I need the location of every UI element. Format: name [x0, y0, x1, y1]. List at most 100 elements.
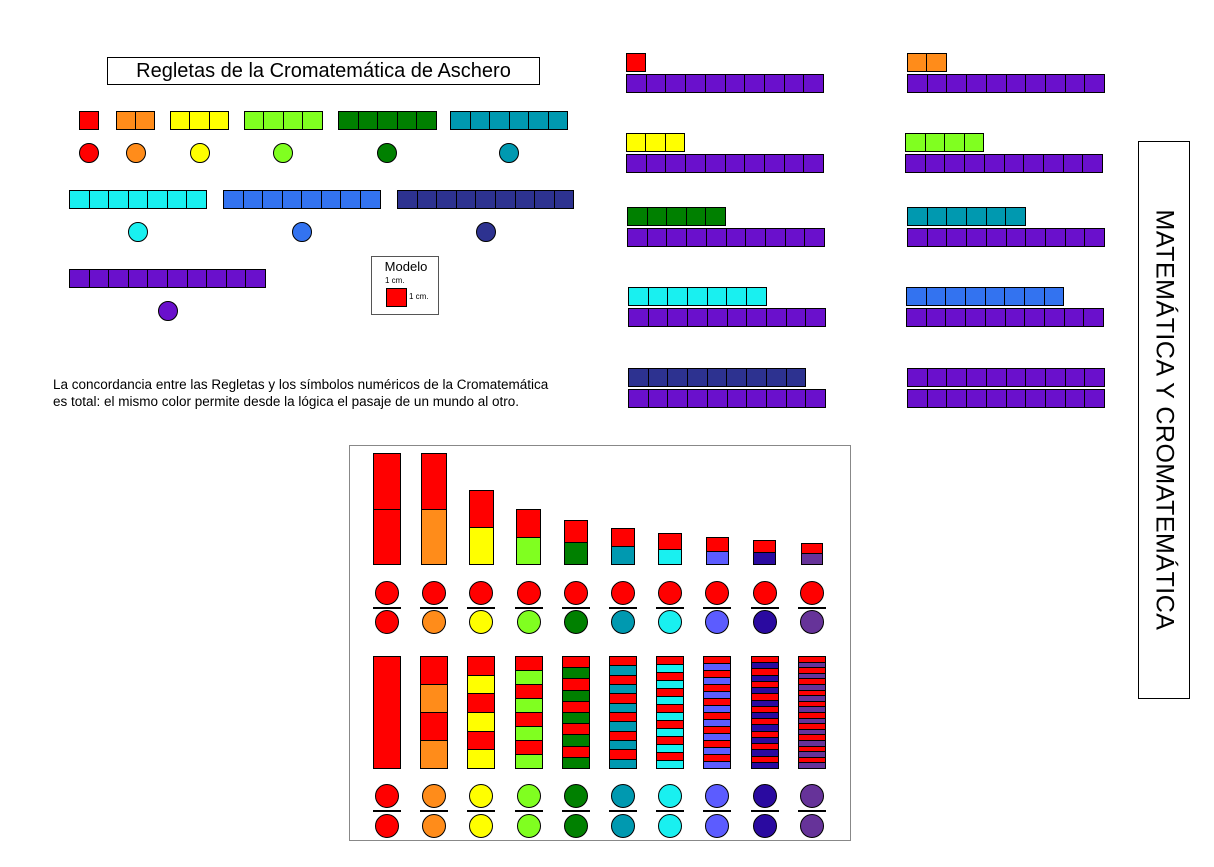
fraction-bar-line: [561, 607, 590, 609]
rod-unit: [495, 191, 516, 208]
rod-unit: [906, 155, 926, 172]
fraction-bar-line: [514, 810, 543, 812]
unit-fraction-bar-2: [421, 453, 447, 565]
rod-unit: [727, 288, 747, 305]
rod-unit: [668, 369, 689, 386]
rod-unit: [927, 54, 946, 71]
rod-unit: [187, 191, 206, 208]
fraction-bar-line: [420, 607, 449, 609]
rod-9: [397, 190, 575, 209]
fraction-numerator-4: [516, 581, 541, 605]
whole-fraction-bar-5: [561, 656, 590, 769]
bar-segment: [751, 762, 778, 768]
rod-unit: [668, 288, 688, 305]
rod-unit: [686, 208, 707, 225]
rod-unit: [1024, 155, 1044, 172]
bar-segment: [798, 763, 825, 768]
rod-unit: [171, 112, 191, 129]
rod-unit: [705, 75, 726, 92]
bar-segment: [798, 746, 825, 753]
rod-unit: [1006, 369, 1027, 386]
bar-segment: [798, 724, 825, 730]
bar-segment: [562, 701, 589, 714]
bar-segment: [374, 509, 400, 564]
rod-unit: [398, 191, 418, 208]
rod-unit: [985, 309, 1006, 326]
whole-fraction-bar-8: [703, 656, 732, 769]
rod-unit: [907, 288, 927, 305]
fraction-denominator-8: [705, 610, 730, 634]
rod-unit: [926, 309, 947, 326]
bar-segment: [610, 694, 636, 704]
rod-unit: [766, 390, 787, 407]
bar-segment: [657, 681, 684, 689]
rod-unit: [264, 112, 284, 129]
bar-segment: [515, 685, 542, 699]
rod-unit: [705, 155, 726, 172]
rod-unit: [535, 191, 555, 208]
whole-fraction-bar-6: [609, 656, 637, 769]
rod-unit: [746, 229, 766, 246]
fraction-bar-line: [467, 607, 496, 609]
rod-unit: [1085, 369, 1105, 386]
whole-numerator-10: [799, 784, 824, 808]
rod-unit: [339, 112, 359, 129]
fraction-denominator-7: [658, 610, 683, 634]
rod-unit: [648, 369, 669, 386]
rod-unit: [747, 309, 767, 326]
fraction-numerator-5: [563, 581, 588, 605]
rod-unit: [686, 155, 706, 172]
rod-10: [69, 269, 266, 288]
bar-segment: [751, 675, 778, 682]
fraction-bar-line: [467, 810, 496, 812]
fraction-numerator-2: [422, 581, 447, 605]
rod-unit: [627, 155, 647, 172]
bar-segment: [562, 735, 589, 747]
bar-segment: [610, 657, 636, 667]
bar-segment: [515, 713, 542, 727]
rod-unit: [946, 288, 967, 305]
description-line-1: La concordancia entre las Regletas y los…: [53, 377, 549, 392]
pair-rod-3: [626, 133, 686, 152]
fraction-numerator-9: [752, 581, 777, 605]
rod-unit: [967, 369, 987, 386]
bar-segment: [751, 700, 778, 707]
bar-segment: [517, 537, 540, 564]
rod-unit: [668, 390, 689, 407]
rod-unit: [766, 309, 787, 326]
whole-numerator-9: [752, 784, 777, 808]
bar-segment: [657, 689, 684, 697]
whole-denominator-6: [611, 814, 635, 838]
pair-rod-6: [907, 207, 1026, 226]
whole-fraction-bar-7: [656, 656, 685, 769]
rod-unit: [167, 191, 188, 208]
pair-base-rod-10: [628, 389, 826, 408]
pair-base-rod-10: [905, 154, 1103, 173]
rod-unit: [1045, 229, 1066, 246]
number-symbol-2: [125, 143, 146, 163]
rod-unit: [361, 191, 380, 208]
rod-unit: [984, 155, 1005, 172]
bar-segment: [610, 712, 636, 723]
bar-segment: [421, 713, 448, 741]
bar-segment: [704, 755, 731, 762]
whole-numerator-1: [375, 784, 399, 808]
fraction-bar-line: [703, 607, 732, 609]
rod-unit: [908, 229, 928, 246]
rod-unit: [764, 155, 785, 172]
rod-unit: [688, 369, 708, 386]
rod-unit: [945, 155, 966, 172]
rod-unit: [986, 390, 1007, 407]
rod-unit: [1085, 229, 1105, 246]
rod-unit: [1044, 309, 1065, 326]
rod-unit: [1006, 390, 1027, 407]
fraction-numerator-1: [375, 581, 399, 605]
pair-rod-4: [905, 133, 985, 152]
bar-segment: [564, 521, 587, 544]
rod-unit: [548, 112, 568, 129]
rod-unit: [1026, 390, 1046, 407]
bar-segment: [659, 534, 681, 550]
bar-segment: [421, 685, 448, 713]
rod-unit: [1085, 75, 1105, 92]
bar-segment: [657, 753, 684, 761]
